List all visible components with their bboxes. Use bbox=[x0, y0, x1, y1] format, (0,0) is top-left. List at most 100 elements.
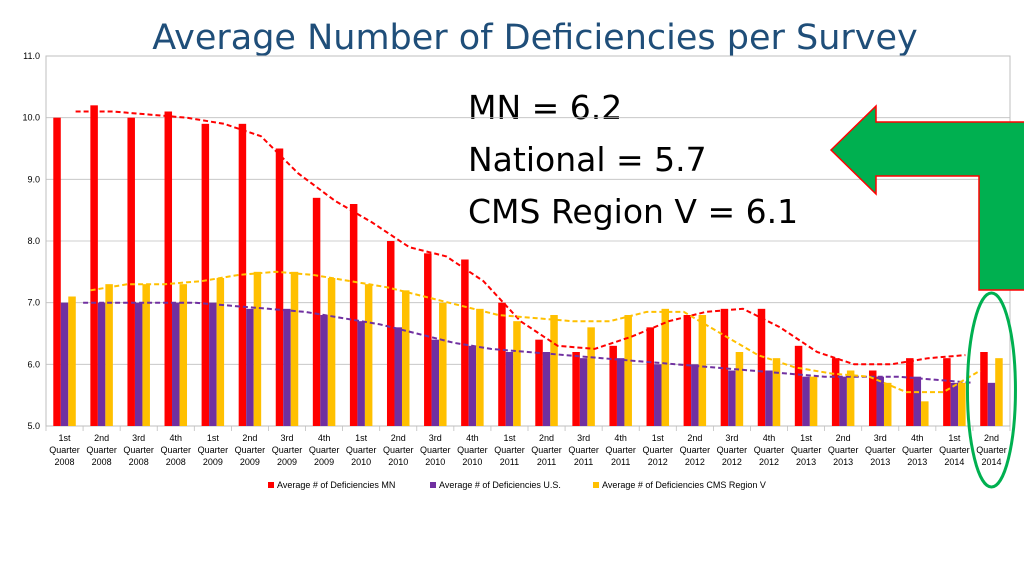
bar-mn bbox=[461, 259, 469, 426]
trendline-us bbox=[83, 301, 973, 384]
bar-us bbox=[691, 364, 699, 426]
stat-region: CMS Region V = 6.1 bbox=[468, 192, 799, 231]
x-tick-label: 4th Quarter 2012 bbox=[754, 433, 785, 467]
arrow-icon bbox=[829, 104, 1024, 291]
bar-mn bbox=[572, 352, 580, 426]
legend-item-mn-swatch bbox=[268, 482, 274, 488]
bar-region bbox=[290, 271, 299, 426]
bar-mn bbox=[127, 117, 135, 427]
x-tick-label: 2nd Quarter 2008 bbox=[86, 433, 117, 467]
bar-region bbox=[550, 315, 558, 426]
bar-region bbox=[327, 278, 336, 426]
trendline-region bbox=[90, 270, 981, 394]
legend-item-mn: Average # of Deficiencies MN bbox=[277, 480, 395, 490]
x-tick-label: 1st Quarter 2011 bbox=[494, 433, 525, 467]
bar-region bbox=[661, 308, 670, 426]
bar-us bbox=[654, 364, 662, 426]
bar-mn bbox=[868, 370, 877, 426]
bar-mn bbox=[720, 308, 729, 426]
x-tick-label: 4th Quarter 2010 bbox=[457, 433, 488, 467]
bar-mn bbox=[943, 358, 951, 426]
legend-item-us: Average # of Deficiencies U.S. bbox=[439, 480, 561, 490]
stat-national: National = 5.7 bbox=[468, 140, 707, 179]
x-tick-label: 3rd Quarter 2009 bbox=[272, 433, 303, 467]
bar-us bbox=[950, 382, 959, 426]
bar-us bbox=[505, 352, 514, 426]
stats-callout: MN = 6.2 National = 5.7 CMS Region V = 6… bbox=[468, 82, 798, 238]
bar-mn bbox=[980, 352, 988, 426]
y-tick-label: 11.0 bbox=[23, 51, 40, 61]
x-tick-label: 4th Quarter 2009 bbox=[309, 433, 340, 467]
bar-mn bbox=[424, 253, 432, 426]
bar-us bbox=[839, 376, 847, 426]
bar-mn bbox=[794, 345, 803, 426]
x-tick-label: 4th Quarter 2011 bbox=[605, 433, 636, 467]
y-tick-label: 7.0 bbox=[27, 298, 40, 308]
page-title: Average Number of Deficiencies per Surve… bbox=[152, 18, 918, 58]
bar-us bbox=[987, 382, 996, 426]
bar-us bbox=[765, 370, 773, 426]
bar-region bbox=[179, 284, 188, 426]
bar-us bbox=[468, 345, 477, 426]
stat-mn: MN = 6.2 bbox=[468, 88, 623, 127]
bar-region bbox=[253, 271, 262, 426]
bar-region bbox=[772, 358, 781, 426]
x-tick-label: 1st Quarter 2009 bbox=[198, 433, 229, 467]
x-tick-label: 1st Quarter 2008 bbox=[49, 433, 80, 467]
y-tick-label: 8.0 bbox=[27, 236, 40, 246]
bar-mn bbox=[349, 204, 358, 426]
bar-us bbox=[209, 302, 217, 426]
x-tick-label: 1st Quarter 2014 bbox=[939, 433, 970, 467]
bar-mn bbox=[683, 315, 692, 426]
bar-us bbox=[431, 339, 440, 426]
bar-region bbox=[735, 352, 744, 426]
bar-us bbox=[728, 370, 736, 426]
bar-region bbox=[587, 327, 595, 426]
bar-us bbox=[542, 352, 551, 426]
bar-region bbox=[698, 315, 707, 426]
x-tick-label: 3rd Quarter 2013 bbox=[865, 433, 896, 467]
legend-item-region: Average # of Deficiencies CMS Region V bbox=[602, 480, 766, 490]
bar-us bbox=[579, 358, 588, 426]
trendline-mn bbox=[75, 110, 966, 366]
bar-region bbox=[513, 321, 521, 426]
x-tick-label: 3rd Quarter 2010 bbox=[420, 433, 451, 467]
bar-region bbox=[68, 296, 76, 426]
x-tick-label: 2nd Quarter 2010 bbox=[383, 433, 414, 467]
x-tick-label: 3rd Quarter 2008 bbox=[123, 433, 154, 467]
x-tick-label: 2nd Quarter 2014 bbox=[976, 433, 1007, 467]
bar-mn bbox=[831, 358, 840, 426]
bar-mn bbox=[498, 302, 506, 426]
x-tick-label: 1st Quarter 2010 bbox=[346, 433, 377, 467]
bar-region bbox=[846, 370, 855, 426]
bar-region bbox=[624, 315, 632, 426]
x-tick-label: 2nd Quarter 2012 bbox=[680, 433, 711, 467]
bar-us bbox=[283, 308, 291, 426]
bar-us bbox=[320, 315, 328, 426]
bar-us bbox=[913, 376, 922, 426]
legend-item-region-swatch bbox=[593, 482, 599, 488]
x-tick-label: 3rd Quarter 2011 bbox=[568, 433, 599, 467]
bar-us bbox=[876, 376, 884, 426]
bar-us bbox=[60, 302, 69, 426]
x-tick-label: 1st Quarter 2013 bbox=[791, 433, 822, 467]
bar-us bbox=[134, 302, 143, 426]
x-tick-label: 3rd Quarter 2012 bbox=[717, 433, 748, 467]
y-tick-label: 6.0 bbox=[27, 359, 40, 369]
x-tick-label: 2nd Quarter 2013 bbox=[828, 433, 859, 467]
y-tick-label: 10.0 bbox=[22, 113, 40, 123]
bar-region bbox=[105, 284, 113, 426]
bar-us bbox=[357, 321, 365, 426]
bar-mn bbox=[757, 308, 766, 426]
bar-region bbox=[958, 382, 966, 426]
bar-region bbox=[809, 376, 818, 426]
bar-us bbox=[97, 302, 106, 426]
bar-mn bbox=[53, 117, 61, 427]
bar-region bbox=[401, 290, 410, 426]
bar-region bbox=[921, 401, 929, 426]
x-tick-label: 4th Quarter 2008 bbox=[161, 433, 192, 467]
x-tick-label: 4th Quarter 2013 bbox=[902, 433, 933, 467]
bar-region bbox=[142, 284, 150, 426]
x-tick-label: 2nd Quarter 2011 bbox=[531, 433, 562, 467]
